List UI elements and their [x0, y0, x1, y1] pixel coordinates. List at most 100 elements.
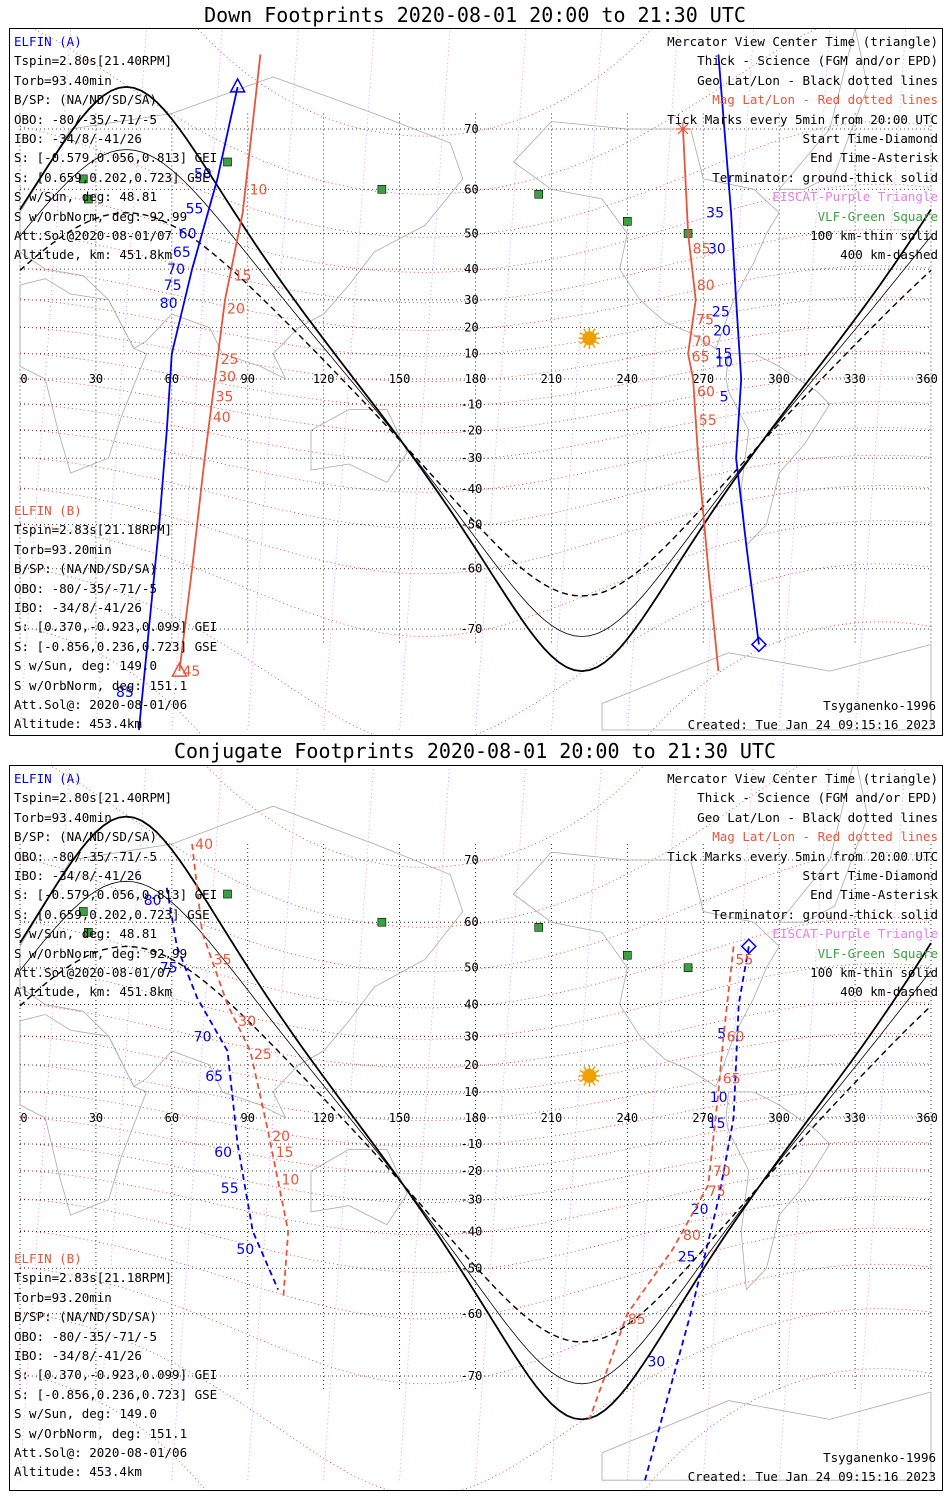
- elfin-a-info-line: B/SP: (NA/ND/SD/SA): [14, 829, 157, 845]
- vlf-square: [84, 927, 93, 937]
- elfin-b-info-line: S w/Sun, deg: 149.0: [14, 658, 157, 674]
- lon-tick-label: 30: [89, 1111, 103, 1125]
- lon-tick-label: 30: [89, 372, 103, 386]
- continent-outline: [778, 29, 869, 190]
- elfin-a-info-line: S w/Sun, deg: 48.81: [14, 189, 157, 205]
- elfin-b-info-line: S: [-0.856,0.236,0.723] GSE: [14, 638, 218, 654]
- elfin-b-info-line: S: [0.370,-0.923,0.099] GEI: [14, 619, 218, 635]
- legend-item: 400 km-dashed: [840, 984, 938, 1000]
- lat-tick-label: 20: [464, 321, 478, 335]
- elfin-a-info-line: B/SP: (NA/ND/SD/SA): [14, 92, 157, 108]
- lon-tick-label: 120: [313, 1111, 335, 1125]
- continent-outline: [19, 1014, 148, 1216]
- lat-tick-label: 30: [464, 293, 478, 307]
- vlf-square: [683, 963, 693, 973]
- lon-tick-label: 0: [20, 372, 27, 386]
- track-time-label: 75: [160, 961, 178, 977]
- track-time-label: 20: [713, 323, 731, 339]
- track-time-label: 70: [194, 1029, 212, 1045]
- track-time-label: 15: [234, 269, 252, 285]
- track-time-label: 60: [697, 385, 715, 401]
- mag-lat-line: [206, 766, 644, 868]
- elfin-b-name: ELFIN (B): [14, 1251, 82, 1266]
- model-label: Tsyganenko-1996: [823, 698, 936, 713]
- continent-outline: [725, 1091, 831, 1291]
- lon-tick-label: 240: [616, 1111, 638, 1125]
- lon-tick-label: 0: [20, 1111, 27, 1125]
- footprint-track: [588, 946, 735, 1420]
- lat-tick-label: -60: [461, 562, 483, 576]
- track-time-label: 20: [691, 1202, 709, 1218]
- elfin-a-info-line: S w/Sun, deg: 48.81: [14, 926, 157, 942]
- track-time-label: 10: [710, 1090, 728, 1106]
- legend-item: Terminator: ground-thick solid: [712, 906, 938, 922]
- track-time-label: 85: [116, 685, 134, 701]
- track-time-label: 10: [715, 354, 733, 370]
- track-time-label: 75: [164, 278, 182, 294]
- legend-item: Start Time-Diamond: [802, 130, 938, 146]
- lat-tick-label: -10: [461, 1137, 483, 1151]
- elfin-b-info-line: IBO: -34/8/-41/26: [14, 1347, 142, 1363]
- legend-item: End Time-Asterisk: [810, 887, 938, 903]
- mag-lat-line: [19, 1263, 932, 1385]
- mag-lat-line: [19, 1140, 932, 1204]
- track-time-label: 75: [708, 1184, 726, 1200]
- conj-title: Conjugate Footprints 2020-08-01 20:00 to…: [173, 739, 777, 763]
- continent-outline: [310, 409, 408, 483]
- track-time-label: 70: [693, 334, 711, 350]
- elfin-b-info-line: Torb=93.20min: [14, 1289, 112, 1305]
- mag-lat-line: [19, 229, 932, 304]
- mag-lat-line: [19, 1227, 932, 1320]
- mag-lat-line: [19, 401, 932, 462]
- elfin-b-info-line: IBO: -34/8/-41/26: [14, 599, 142, 615]
- vlf-square: [377, 917, 387, 927]
- lat-tick-label: -10: [461, 397, 483, 411]
- lat-tick-label: -70: [461, 1369, 483, 1383]
- elfin-a-info-line: Att.Sol@2020-08-01/07: [14, 964, 173, 980]
- continent-outline: [512, 121, 780, 350]
- lat-tick-label: -60: [461, 1307, 483, 1321]
- vlf-square: [223, 889, 232, 899]
- legend-item: Mercator View Center Time (triangle): [667, 771, 938, 786]
- elfin-b-info-line: S: [0.370,-0.923,0.099] GEI: [14, 1367, 218, 1383]
- legend: Mercator View Center Time (triangle) Thic…: [667, 769, 938, 1002]
- elfin-a-info-line: OBO: -80/-35/-71/-5: [14, 111, 157, 127]
- lon-tick-label: 210: [541, 1111, 563, 1125]
- mag-lat-line: [32, 29, 817, 195]
- mag-lon-line: [247, 766, 299, 1481]
- lon-tick-label: 240: [616, 372, 638, 386]
- legend-item: 100 km-thin solid: [810, 964, 938, 980]
- track-time-label: 25: [221, 352, 239, 368]
- elfin-b-info-line: S w/OrbNorm, deg: 151.1: [14, 677, 188, 693]
- elfin-b-info-line: Altitude: 453.4km: [14, 716, 142, 732]
- lon-tick-label: 90: [241, 372, 255, 386]
- mag-lat-line: [19, 1061, 932, 1122]
- elfin-b-info-line: OBO: -80/-35/-71/-5: [14, 580, 157, 596]
- model-label: Tsyganenko-1996: [823, 1450, 936, 1465]
- track-time-label: 25: [712, 304, 730, 320]
- elfin-a-info: ELFIN (A) Tspin=2.80s[21.40RPM] Torb=93.4…: [14, 32, 217, 262]
- vlf-square: [84, 194, 93, 204]
- lon-tick-label: 270: [692, 372, 714, 386]
- elfin-a-info-line: S: [-0.579,0.056,0.813] GEI: [14, 887, 218, 903]
- center-time-triangle: [229, 77, 246, 93]
- elfin-a-info-line: OBO: -80/-35/-71/-5: [14, 848, 157, 864]
- track-time-label: 75: [696, 313, 714, 329]
- conj-map: 0 30 60 90 120 150 180 210 240 270 300 330 360 70 60 50…: [19, 766, 938, 1490]
- track-time-label: 10: [250, 182, 268, 198]
- lat-tick-label: 70: [464, 853, 478, 867]
- track-time-label: 55: [221, 1181, 239, 1197]
- mag-lat-line: [19, 296, 932, 357]
- legend-item: Start Time-Diamond: [802, 867, 938, 883]
- legend-item: Mercator View Center Time (triangle): [667, 34, 938, 49]
- start-time-diamond: [740, 938, 757, 955]
- mag-lat-line: [19, 1114, 932, 1175]
- track-time-label: 25: [678, 1250, 696, 1266]
- lat-tick-label: -30: [461, 1193, 483, 1207]
- sun-icon: [582, 1068, 597, 1083]
- legend-item: Geo Lat/Lon - Black dotted lines: [697, 809, 938, 825]
- elfin-b-info-line: Att.Sol@: 2020-08-01/06: [14, 696, 188, 712]
- elfin-b-info-line: S w/OrbNorm, deg: 151.1: [14, 1425, 188, 1441]
- elfin-a-info-line: Torb=93.40min: [14, 72, 112, 88]
- continent-outline: [601, 643, 932, 731]
